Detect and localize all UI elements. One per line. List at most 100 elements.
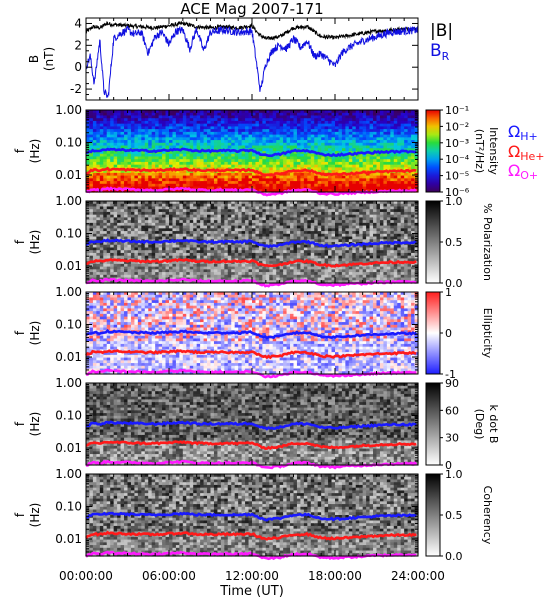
spectrogram-cell	[234, 118, 239, 122]
spectrogram-cell	[210, 153, 215, 158]
spectrogram-cell	[303, 186, 308, 190]
spectrogram-cell	[231, 120, 236, 125]
spectrogram-cell	[390, 126, 395, 130]
spectrogram-cell	[210, 118, 215, 122]
spectrogram-cell	[134, 186, 139, 190]
spectrogram-cell	[165, 129, 170, 133]
spectrogram-cell	[341, 148, 346, 152]
spectrogram-cell	[283, 120, 288, 125]
spectrogram-cell	[314, 164, 319, 168]
spectrogram-cell	[162, 172, 167, 177]
spectrogram-cell	[383, 172, 388, 177]
spectrogram-cell	[335, 170, 340, 174]
spectrogram-cell	[137, 181, 142, 185]
spectrogram-cell	[307, 181, 312, 185]
spectrogram-cell	[272, 140, 277, 144]
spectrogram-cell	[144, 120, 149, 125]
spectrogram-cell	[258, 164, 263, 168]
spectrogram-cell	[262, 170, 267, 174]
spectrogram-cell	[113, 183, 118, 188]
spectrogram-cell	[120, 161, 125, 166]
spectrogram-cell	[248, 172, 253, 177]
spectrogram-cell	[341, 167, 346, 171]
spectrogram-cell	[113, 129, 118, 133]
spectrogram-cell	[158, 153, 163, 158]
spectrogram-cell	[317, 164, 322, 168]
spectrogram-cell	[210, 159, 215, 163]
spectrogram-cell	[241, 131, 246, 136]
spectrogram-cell	[141, 112, 146, 117]
spectrogram-cell	[324, 112, 329, 117]
spectrogram-cell	[141, 118, 146, 122]
spectrogram-cell	[117, 126, 122, 130]
spectrogram-cell	[262, 112, 267, 117]
spectrogram-cell	[203, 178, 208, 182]
spectrogram-cell	[255, 123, 260, 127]
spectrogram-cell	[207, 129, 212, 133]
spectrogram-cell	[276, 126, 281, 130]
spectrogram-cell	[248, 110, 253, 114]
spectrogram-cell	[113, 118, 118, 122]
spectrogram-cell	[92, 172, 97, 177]
spectrogram-cell	[96, 167, 101, 171]
spectrogram-cell	[310, 118, 315, 122]
spectrogram-cell	[331, 123, 336, 127]
spectrogram-cell	[359, 112, 364, 117]
spectrogram-cell	[134, 140, 139, 144]
spectrogram-cell	[165, 161, 170, 166]
spectrogram-cell	[151, 178, 156, 182]
spectrogram-cell	[196, 126, 201, 130]
spectrogram-cell	[151, 120, 156, 125]
spectrogram-cell	[272, 137, 277, 141]
b-y-tick-label: -2	[70, 82, 82, 96]
spectrogram-cell	[210, 131, 215, 136]
spectrogram-cell	[103, 153, 108, 158]
spectrogram-cell	[99, 126, 104, 130]
spectrogram-cell	[255, 156, 260, 160]
spectrogram-cell	[96, 118, 101, 122]
spectrogram-cell	[376, 164, 381, 168]
spectrogram-cell	[148, 172, 153, 177]
spectrogram-cell	[86, 140, 91, 144]
spectrogram-cell	[393, 110, 398, 114]
spectrogram-cell	[373, 115, 378, 119]
spectrogram-cell	[120, 115, 125, 119]
colorbar-power-tick-label: 10⁻²	[445, 120, 469, 133]
spectrogram-cell	[220, 175, 225, 179]
spectrogram-cell	[362, 156, 367, 160]
spectrogram-cell	[175, 181, 180, 185]
spectrogram-cell	[224, 186, 229, 190]
spectrogram-cell	[328, 140, 333, 144]
spectrogram-cell	[283, 161, 288, 166]
spectrogram-cell	[134, 161, 139, 166]
spectrogram-cell	[106, 170, 111, 174]
spectrogram-cell	[269, 137, 274, 141]
spectrogram-cell	[148, 120, 153, 125]
spectrogram-cell	[217, 110, 222, 114]
spectrogram-cell	[200, 172, 205, 177]
spectrogram-cell	[286, 161, 291, 166]
spectrogram-cell	[106, 110, 111, 114]
spectrogram-cell	[379, 159, 385, 163]
spectrogram-cell	[290, 167, 295, 171]
spectrogram-cell	[386, 181, 391, 185]
spectrogram-cell	[234, 140, 239, 144]
spectrogram-cell	[210, 170, 215, 174]
spectrogram-cell	[92, 123, 97, 127]
spectrogram-cell	[207, 112, 212, 117]
spectrogram-cell	[207, 186, 212, 190]
spectrogram-cell	[245, 110, 250, 114]
spectrogram-cell	[241, 137, 246, 141]
spectrogram-cell	[335, 142, 340, 147]
spectrogram-cell	[148, 181, 153, 185]
spectrogram-cell	[234, 183, 239, 188]
spectrogram-cell	[362, 175, 367, 179]
spectrogram-cell	[290, 151, 295, 155]
spectrogram-cell	[193, 131, 198, 136]
legend-b-r-main: B	[430, 41, 442, 61]
spectrogram-cell	[182, 118, 187, 122]
spectrogram-cell	[290, 181, 295, 185]
spectrogram-cell	[397, 131, 402, 136]
spectrogram-cell	[234, 178, 239, 182]
